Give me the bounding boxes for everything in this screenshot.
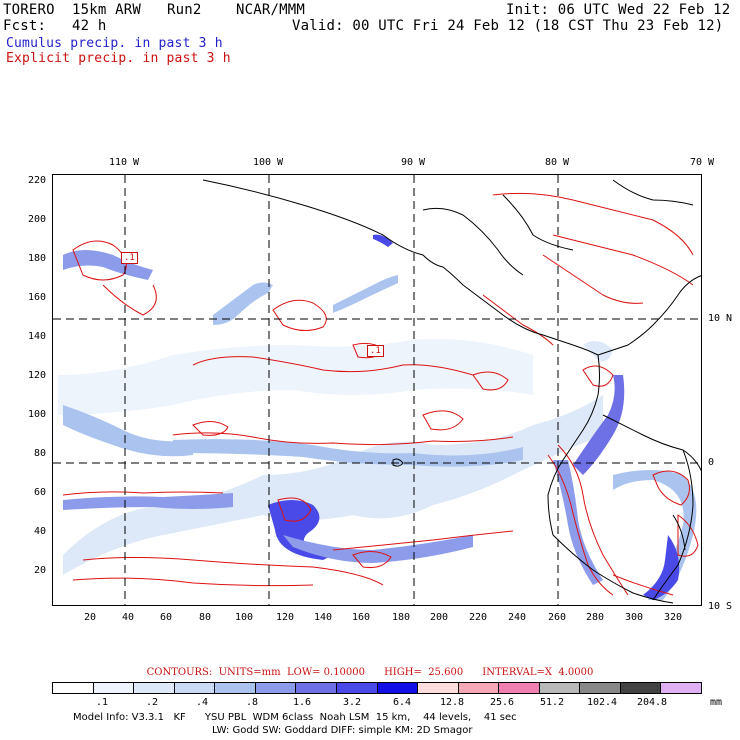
grid-x-tick: 120 <box>275 612 295 623</box>
colorbar-swatch <box>215 683 256 693</box>
lon-tick-label: 80 W <box>544 157 570 168</box>
grid-x-tick: 220 <box>468 612 488 623</box>
grid-y-tick: 60 <box>33 487 46 498</box>
colorbar-swatch <box>53 683 94 693</box>
grid-x-tick: 160 <box>351 612 371 623</box>
colorbar-swatch <box>377 683 419 693</box>
grid-y-tick: 120 <box>27 370 46 381</box>
grid-y-tick: 20 <box>33 565 46 576</box>
colorbar-swatch <box>134 683 175 693</box>
colorbar-swatch <box>499 683 540 693</box>
lon-tick-label: 70 W <box>689 157 715 168</box>
legend-explicit: Explicit precip. in past 3 h <box>6 51 231 66</box>
grid-y-tick: 160 <box>27 292 46 303</box>
colorbar-label: 102.4 <box>586 697 618 708</box>
grid-x-tick: 300 <box>624 612 644 623</box>
legend-cumulus: Cumulus precip. in past 3 h <box>6 36 223 51</box>
grid-x-tick: 320 <box>663 612 683 623</box>
colorbar-swatch <box>580 683 621 693</box>
grid-x-tick: 140 <box>313 612 333 623</box>
colorbar-swatch <box>255 683 297 693</box>
header-valid-time: Valid: 00 UTC Fri 24 Feb 12 (18 CST Thu … <box>292 18 724 34</box>
physics-info: LW: Godd SW: Goddard DIFF: simple KM: 2D… <box>212 725 473 736</box>
lat-tick-label: 10 S <box>708 601 733 612</box>
grid-x-tick: 20 <box>83 612 97 623</box>
grid-y-tick: 80 <box>33 448 46 459</box>
colorbar-label: .1 <box>95 697 109 708</box>
colorbar-label: .2 <box>145 697 159 708</box>
colorbar-label: 12.8 <box>439 697 465 708</box>
grid-y-tick: 200 <box>27 214 46 225</box>
grid-x-tick: 200 <box>429 612 449 623</box>
header-forecast-hour: Fcst: 42 h <box>3 18 107 34</box>
lon-tick-label: 110 W <box>108 157 140 168</box>
grid-y-tick: 220 <box>27 175 46 186</box>
grid-x-tick: 240 <box>507 612 527 623</box>
colorbar-swatch <box>296 683 337 693</box>
grid-x-tick: 60 <box>159 612 173 623</box>
precip-map: .1 .1 <box>52 174 702 606</box>
colorbar-label: .8 <box>245 697 259 708</box>
grid-x-tick: 260 <box>547 612 567 623</box>
grid-x-tick: 180 <box>391 612 411 623</box>
contour-label-box: .1 <box>367 345 384 357</box>
header-init-time: Init: 06 UTC Wed 22 Feb 12 <box>506 2 731 18</box>
colorbar-label: 1.6 <box>292 697 312 708</box>
colorbar-swatch <box>93 683 135 693</box>
colorbar-swatch <box>174 683 216 693</box>
graticule <box>53 175 701 605</box>
colorbar-label: 25.6 <box>489 697 515 708</box>
contour-label-box: .1 <box>121 252 138 264</box>
grid-y-tick: 40 <box>33 526 46 537</box>
colorbar-label: 204.8 <box>636 697 668 708</box>
grid-x-tick: 80 <box>198 612 212 623</box>
lat-tick-label: 0 <box>708 457 715 468</box>
model-info: Model Info: V3.3.1 KF YSU PBL WDM 6class… <box>73 712 517 723</box>
grid-y-tick: 140 <box>27 331 46 342</box>
grid-x-tick: 280 <box>585 612 605 623</box>
lat-tick-label: 10 N <box>708 313 733 324</box>
colorbar-swatch <box>336 683 378 693</box>
colorbar-swatch <box>661 683 701 693</box>
map-canvas <box>53 175 701 605</box>
coastlines <box>202 179 701 604</box>
lon-tick-label: 90 W <box>400 157 426 168</box>
colorbar-swatch <box>418 683 459 693</box>
colorbar-label: 51.2 <box>539 697 565 708</box>
header-title: TORERO 15km ARW Run2 NCAR/MMM <box>3 2 306 18</box>
colorbar-swatch <box>458 683 500 693</box>
colorbar-swatch <box>620 683 662 693</box>
colorbar-swatch <box>539 683 581 693</box>
contours-info: CONTOURS: UNITS=mm LOW= 0.10000 HIGH= 25… <box>146 667 594 678</box>
lon-tick-label: 100 W <box>252 157 284 168</box>
explicit-precip-contours <box>62 192 699 596</box>
colorbar-label: .4 <box>195 697 209 708</box>
grid-y-tick: 180 <box>27 253 46 264</box>
colorbar-unit: mm <box>710 697 723 708</box>
colorbar-label: 3.2 <box>342 697 362 708</box>
grid-y-tick: 100 <box>27 409 46 420</box>
colorbar-label: 6.4 <box>392 697 412 708</box>
grid-x-tick: 40 <box>121 612 135 623</box>
grid-x-tick: 100 <box>234 612 254 623</box>
colorbar <box>52 682 702 694</box>
